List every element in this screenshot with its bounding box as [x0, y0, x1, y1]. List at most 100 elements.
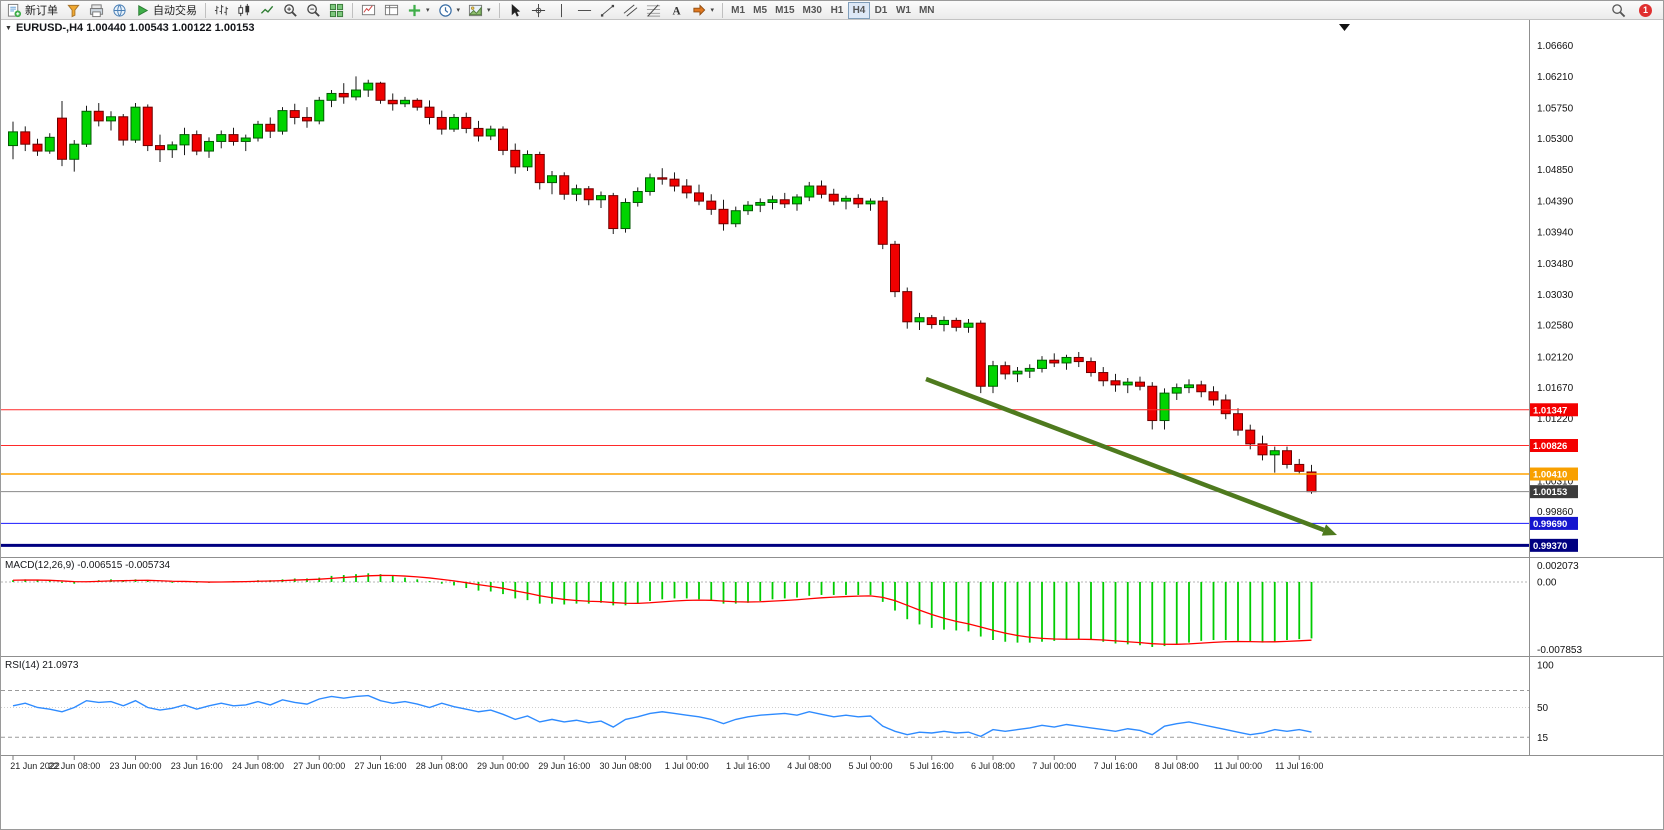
- time-axis-label: 5 Jul 00:00: [848, 761, 892, 771]
- candle-body: [265, 123, 276, 132]
- zoom-in-button[interactable]: [279, 2, 302, 19]
- timeframe-m5-label: M5: [753, 4, 768, 16]
- time-axis-label: 27 Jun 16:00: [354, 761, 406, 771]
- candlestick-chart-button[interactable]: [233, 2, 256, 19]
- channel-tool-button[interactable]: [619, 2, 642, 19]
- candle-body: [816, 185, 827, 195]
- price-axis-label: 1.01670: [1537, 383, 1574, 394]
- candle-body: [302, 116, 312, 122]
- cursor-tool-button[interactable]: [504, 2, 527, 19]
- time-axis-label: 7 Jul 16:00: [1093, 761, 1137, 771]
- line-chart-button[interactable]: [256, 2, 279, 19]
- time-axis-label: 30 Jun 08:00: [599, 761, 651, 771]
- price-axis-label: 1.06660: [1537, 41, 1574, 52]
- tile-windows-button[interactable]: [325, 2, 348, 19]
- timeframe-w1[interactable]: W1: [892, 2, 915, 19]
- candle-body: [951, 319, 962, 328]
- candle-body: [351, 89, 361, 98]
- price-badge: [1530, 439, 1578, 453]
- channel-icon: [623, 4, 637, 16]
- time-axis-label: 6 Jul 08:00: [971, 761, 1015, 771]
- indicators-window-button[interactable]: [357, 2, 380, 19]
- candle-body: [767, 199, 778, 203]
- candle-body: [1306, 471, 1317, 493]
- trend-icon: [600, 4, 614, 17]
- autotrading-button-label: 自动交易: [153, 5, 197, 17]
- candle-body: [1184, 384, 1194, 389]
- periods-button[interactable]: ▾: [434, 2, 465, 19]
- templates-button[interactable]: ▾: [464, 2, 495, 19]
- candle-body: [69, 143, 80, 160]
- time-axis-label: 4 Jul 08:00: [787, 761, 831, 771]
- candle-body: [902, 291, 913, 323]
- search-button[interactable]: [1607, 2, 1630, 19]
- chart-shift-marker-icon[interactable]: [1339, 24, 1350, 31]
- crosshair-tool-button[interactable]: [527, 2, 550, 19]
- time-axis-label: 8 Jul 08:00: [1155, 761, 1199, 771]
- timeframe-m1[interactable]: M1: [727, 2, 749, 19]
- timeframe-mn[interactable]: MN: [915, 2, 939, 19]
- candle-body: [1135, 381, 1145, 387]
- macd-axis-label-max: 0.002073: [1537, 561, 1579, 572]
- timeframe-m30[interactable]: M30: [799, 2, 826, 19]
- candle-body: [1024, 367, 1035, 372]
- price-axis-label: 1.00310: [1537, 476, 1574, 487]
- rsi-panel: 100 50 15: [1, 661, 1554, 744]
- candle-body: [179, 134, 190, 146]
- candle-body: [1171, 387, 1182, 394]
- autotrade-icon: [138, 4, 149, 16]
- candle-body: [1257, 443, 1268, 456]
- candle-body: [1037, 359, 1047, 369]
- horizontal-line-tool-button[interactable]: [573, 2, 596, 19]
- candle-body: [914, 317, 925, 323]
- candle-body: [191, 134, 202, 152]
- candle-body: [1012, 370, 1023, 375]
- trend-arrow-annotation[interactable]: [925, 376, 1325, 533]
- vertical-line-tool-button[interactable]: [550, 2, 573, 19]
- toolbar-group-objects: A ▾: [504, 1, 719, 19]
- price-axis-label: 1.02580: [1537, 321, 1574, 332]
- time-axis-label: 24 Jun 08:00: [232, 761, 284, 771]
- arrows-tool-button[interactable]: ▾: [688, 2, 719, 19]
- candle-body: [706, 200, 717, 210]
- candle-body: [547, 175, 557, 184]
- timeframe-h4[interactable]: H4: [847, 1, 870, 19]
- price-axis-label: 1.05300: [1537, 134, 1574, 145]
- candle-body: [1000, 365, 1011, 375]
- chart-collapse-icon[interactable]: ▼: [5, 24, 12, 32]
- candle-body: [81, 110, 92, 145]
- data-window-button[interactable]: [380, 2, 403, 19]
- timeframe-m15[interactable]: M15: [771, 2, 798, 19]
- price-axis-label: 1.01220: [1537, 414, 1574, 425]
- bar-chart-button[interactable]: [210, 2, 233, 19]
- trendline-tool-button[interactable]: [596, 2, 619, 19]
- fibonacci-tool-button[interactable]: [642, 2, 665, 19]
- cursor-icon: [511, 3, 520, 17]
- candle-body: [485, 128, 496, 137]
- timeframe-m5[interactable]: M5: [749, 2, 771, 19]
- time-axis-label: 23 Jun 16:00: [171, 761, 223, 771]
- candle-body: [118, 116, 129, 141]
- print-button[interactable]: [85, 2, 108, 19]
- new-order-button[interactable]: 新订单: [3, 2, 62, 19]
- notifications-button[interactable]: 1: [1635, 2, 1656, 19]
- timeframe-m1-label: M1: [731, 4, 746, 16]
- zoom-out-button[interactable]: [302, 2, 325, 19]
- toolbar-right: 1: [1607, 2, 1661, 19]
- funnel-button[interactable]: [62, 2, 85, 19]
- toolbar-group-timeframes: M1 M5 M15 M30 H1 H4 D1 W1 MN: [727, 1, 938, 19]
- chevron-down-icon: ▾: [487, 7, 491, 14]
- community-button[interactable]: [108, 2, 131, 19]
- timeframe-h1[interactable]: H1: [826, 2, 848, 19]
- timeframe-d1[interactable]: D1: [870, 2, 892, 19]
- candle-body: [743, 204, 753, 212]
- candle-body: [669, 178, 680, 187]
- autotrading-button[interactable]: 自动交易: [131, 2, 201, 19]
- text-tool-button[interactable]: A: [665, 2, 688, 19]
- candle-body: [865, 200, 876, 205]
- price-badge-label: 0.99690: [1533, 519, 1567, 530]
- price-badge: [1530, 538, 1578, 552]
- add-indicator-button[interactable]: ▾: [403, 2, 434, 19]
- chevron-down-icon: ▾: [456, 7, 461, 14]
